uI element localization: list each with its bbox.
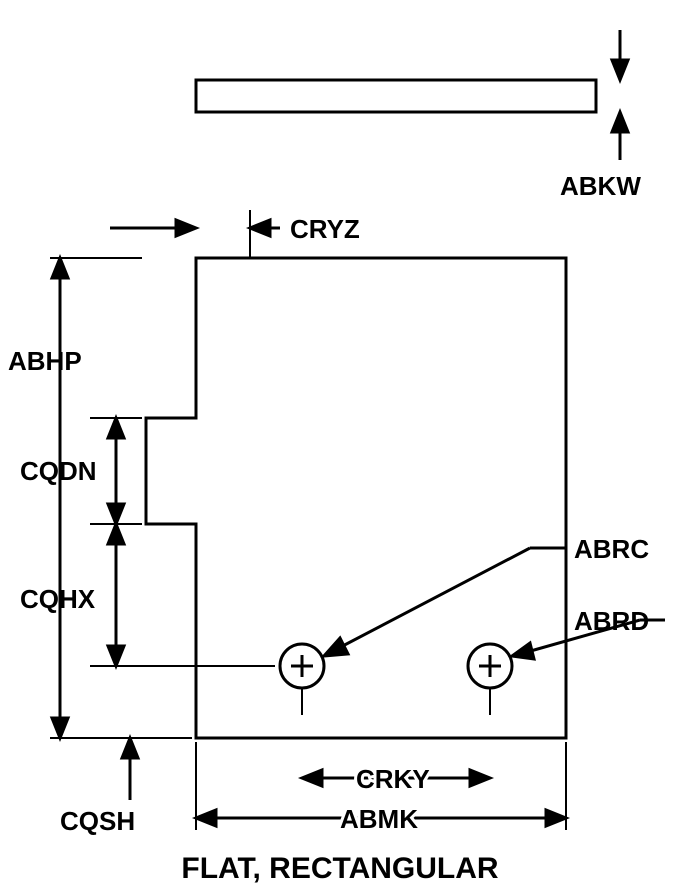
abmk-label: ABMK — [340, 804, 418, 834]
diagram-title: FLAT, RECTANGULAR — [181, 852, 499, 885]
cqhx-dimension — [90, 524, 275, 666]
cqhx-label: CQHX — [20, 584, 96, 614]
abrc-leader — [324, 548, 565, 656]
cryz-dimension — [110, 210, 280, 258]
cryz-label: CRYZ — [290, 214, 360, 244]
cqsh-label: CQSH — [60, 806, 135, 836]
hole-2 — [468, 644, 512, 715]
cqdn-label: CQDN — [20, 456, 97, 486]
top-rect — [196, 80, 596, 112]
abrc-label: ABRC — [574, 534, 649, 564]
cqsh-dimension — [122, 738, 138, 800]
hole-1 — [280, 644, 324, 715]
abhp-label: ABHP — [8, 346, 82, 376]
crky-label: CRKY — [356, 764, 430, 794]
cqdn-dimension — [90, 418, 142, 524]
abrd-label: ABRD — [574, 606, 649, 636]
abkw-label: ABKW — [560, 171, 641, 201]
abkw-dimension — [612, 30, 628, 160]
